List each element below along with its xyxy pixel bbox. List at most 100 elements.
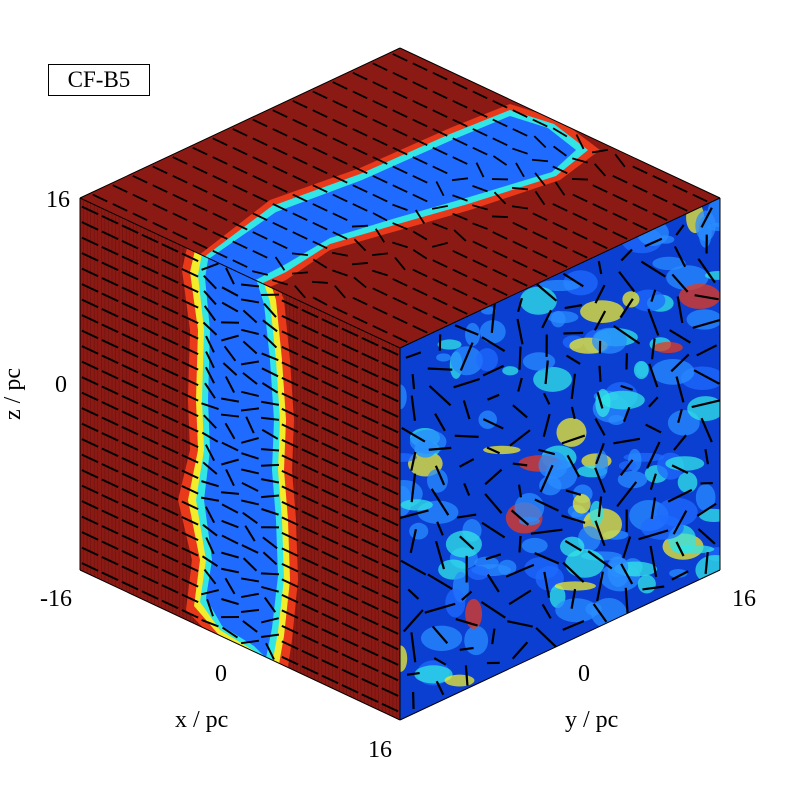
field-vector (312, 296, 328, 306)
field-vector (613, 324, 641, 345)
field-vector (161, 367, 179, 377)
field-vector (381, 454, 399, 465)
field-vector (252, 231, 268, 240)
field-vector (565, 354, 581, 365)
field-vector (381, 423, 399, 434)
field-vector (242, 340, 258, 355)
field-vector (161, 475, 179, 486)
field-vector (613, 437, 641, 445)
density-blob (665, 456, 705, 471)
field-vector (392, 203, 408, 211)
field-vector (101, 432, 119, 442)
field-vector (412, 137, 428, 146)
field-vector (454, 324, 479, 336)
field-vector (593, 310, 607, 331)
density-blob (414, 440, 437, 458)
field-vector (394, 256, 406, 271)
field-vector (272, 203, 288, 212)
field-vector (381, 656, 399, 666)
field-vector (101, 494, 119, 504)
field-vector (531, 158, 549, 163)
field-vector (206, 598, 214, 617)
field-vector (252, 193, 268, 203)
field-vector (221, 534, 239, 545)
field-vector (172, 175, 188, 184)
field-vector (432, 165, 448, 175)
field-vector (101, 246, 119, 256)
field-vector (265, 642, 275, 660)
field-vector (427, 573, 453, 590)
density-blob (400, 453, 417, 462)
field-vector (650, 338, 656, 360)
field-vector (352, 296, 368, 306)
field-vector (480, 601, 506, 619)
field-vector (101, 556, 119, 566)
field-vector (562, 272, 584, 288)
field-vector (141, 249, 159, 259)
field-vector (81, 500, 99, 510)
field-vector (141, 295, 159, 306)
density-blob (560, 536, 585, 557)
field-vector (459, 458, 475, 468)
field-vector (212, 250, 228, 259)
density-blob (445, 530, 482, 558)
field-vector (572, 157, 588, 164)
field-vector (432, 315, 448, 325)
field-vector (212, 231, 228, 240)
field-vector (172, 231, 188, 240)
field-vector (475, 162, 485, 178)
field-vector (81, 422, 99, 433)
field-vector (491, 215, 509, 218)
field-vector (321, 473, 339, 483)
field-vector (312, 146, 328, 156)
field-vector (570, 406, 576, 420)
field-vector (672, 203, 688, 212)
field-vector (512, 404, 528, 419)
field-vector (141, 373, 159, 383)
field-vector (281, 423, 299, 433)
field-vector (141, 233, 159, 244)
field-vector (361, 677, 379, 688)
field-vector (632, 165, 648, 175)
field-vector (181, 500, 199, 511)
field-vector (161, 413, 179, 424)
yz-field-vectors (400, 207, 720, 710)
field-vector (381, 609, 399, 620)
field-vector (594, 418, 606, 436)
density-blob (572, 494, 591, 514)
field-vector (301, 556, 319, 567)
field-vector (612, 231, 628, 240)
field-vector (452, 118, 468, 128)
field-vector (81, 221, 99, 231)
field-vector (352, 128, 368, 137)
field-vector (212, 175, 228, 184)
field-vector (361, 476, 379, 486)
field-vector (81, 298, 99, 309)
field-vector (321, 581, 339, 592)
field-vector (515, 162, 525, 178)
field-vector (242, 620, 258, 633)
field-vector (334, 285, 346, 299)
field-vector (281, 624, 299, 635)
field-vector (232, 128, 248, 137)
field-vector (192, 184, 208, 193)
field-vector (372, 287, 388, 296)
field-vector (221, 598, 239, 606)
field-vector (361, 445, 379, 455)
field-vector (372, 62, 388, 71)
field-vector (101, 447, 119, 458)
field-vector (652, 175, 668, 184)
field-vector (341, 374, 359, 384)
field-vector (411, 374, 416, 390)
field-vector (434, 413, 446, 432)
field-vector (512, 221, 528, 231)
field-vector (301, 324, 319, 334)
field-vector (361, 569, 379, 579)
density-blob (677, 471, 698, 493)
field-vector (381, 377, 399, 387)
field-vector (301, 463, 319, 474)
field-vector (427, 367, 453, 371)
cube-edges (79, 47, 721, 721)
field-vector (101, 509, 119, 520)
field-vector (412, 249, 428, 260)
